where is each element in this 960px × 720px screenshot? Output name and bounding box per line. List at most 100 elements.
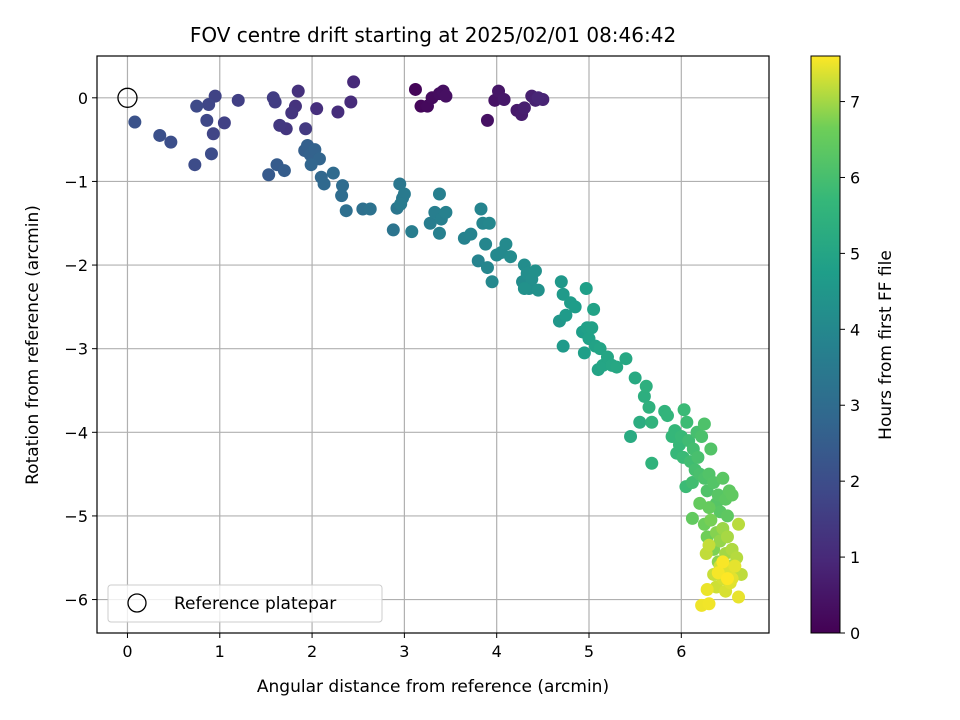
scatter-point <box>633 415 647 429</box>
y-tick-label: −6 <box>64 591 88 610</box>
scatter-point <box>585 321 599 335</box>
scatter-point <box>702 538 716 552</box>
scatter-point <box>439 205 453 219</box>
colorbar-tick-label: 7 <box>850 93 860 112</box>
y-tick-label: −1 <box>64 172 88 191</box>
scatter-point <box>716 555 730 569</box>
scatter-point <box>720 572 734 586</box>
x-tick-label: 2 <box>307 642 317 661</box>
scatter-point <box>559 308 573 322</box>
scatter-point <box>531 91 545 105</box>
scatter-point <box>347 75 361 89</box>
scatter-point <box>485 275 499 289</box>
scatter-point <box>464 227 478 241</box>
x-axis-ticks: 0 1 2 3 4 5 6 <box>122 633 686 661</box>
scatter-point <box>700 583 714 597</box>
y-tick-label: −3 <box>64 340 88 359</box>
colorbar-tick-label: 2 <box>850 472 860 491</box>
scatter-point <box>405 225 419 239</box>
scatter-point <box>587 302 601 316</box>
scatter-point <box>517 101 531 115</box>
scatter-point <box>556 287 570 301</box>
scatter-point <box>645 456 659 470</box>
scatter-point <box>188 158 202 172</box>
colorbar-label: Hours from first FF file <box>876 250 896 440</box>
scatter-point <box>393 177 407 191</box>
scatter-point <box>685 475 699 489</box>
scatter-point <box>680 415 694 429</box>
scatter-point <box>639 379 653 393</box>
scatter-point <box>439 89 453 103</box>
scatter-point <box>624 429 638 443</box>
scatter-point <box>732 590 746 604</box>
scatter-point <box>685 511 699 525</box>
scatter-point <box>200 113 214 127</box>
y-tick-label: −2 <box>64 256 88 275</box>
scatter-point <box>628 371 642 385</box>
scatter-point <box>499 237 513 251</box>
reference-platepar-marker <box>117 87 138 108</box>
scatter-point <box>732 517 746 531</box>
legend-label: Reference platepar <box>174 594 336 614</box>
x-tick-label: 4 <box>492 642 502 661</box>
scatter-point <box>128 115 142 129</box>
scatter-point <box>704 442 718 456</box>
scatter-point <box>326 166 340 180</box>
scatter-point <box>344 95 358 109</box>
scatter-point <box>386 223 400 237</box>
scatter-point <box>394 197 408 211</box>
scatter-point <box>277 164 291 178</box>
y-tick-label: −4 <box>64 423 88 442</box>
scatter-point <box>310 102 324 116</box>
colorbar-gradient <box>810 55 841 634</box>
legend-marker <box>127 593 147 613</box>
plot-frame <box>96 55 770 634</box>
colorbar: 0 1 2 3 4 5 6 7 Hours from first FF file <box>810 55 896 643</box>
scatter-point <box>231 93 245 107</box>
scatter-point <box>335 189 349 203</box>
legend-box <box>107 584 383 623</box>
scatter-point <box>504 250 518 264</box>
scatter-point <box>568 300 582 314</box>
scatter-point <box>262 168 276 182</box>
colorbar-tick-label: 1 <box>850 548 860 567</box>
colorbar-tick-label: 0 <box>850 624 860 643</box>
scatter-point <box>206 127 220 141</box>
x-tick-label: 0 <box>122 642 132 661</box>
scatter-point <box>720 509 734 523</box>
scatter-point <box>408 82 422 96</box>
scatter-point <box>164 135 178 149</box>
legend: Reference platepar <box>107 584 383 623</box>
y-tick-label: 0 <box>78 89 88 108</box>
scatter-point <box>528 264 542 278</box>
scatter-point <box>720 530 734 544</box>
scatter-point <box>266 91 280 105</box>
scatter-point <box>695 429 709 443</box>
scatter-point <box>299 122 313 136</box>
scatter-point <box>432 187 446 201</box>
chart-title: FOV centre drift starting at 2025/02/01 … <box>190 23 676 47</box>
scatter-point <box>577 346 591 360</box>
scatter-point <box>660 409 674 423</box>
x-tick-label: 6 <box>676 642 686 661</box>
scatter-point <box>702 501 716 515</box>
scatter-point <box>579 281 593 295</box>
scatter-point <box>480 113 494 127</box>
grid-lines <box>97 56 769 633</box>
scatter-point <box>202 98 216 112</box>
scatter-point <box>423 216 437 230</box>
scatter-point <box>702 597 716 611</box>
scatter-point <box>474 202 488 216</box>
scatter-point <box>610 360 624 374</box>
colorbar-tick-label: 3 <box>850 396 860 415</box>
scatter-point <box>704 513 718 527</box>
scatter-point <box>531 283 545 297</box>
scatter-point <box>497 92 511 106</box>
colorbar-tick-label: 5 <box>850 244 860 263</box>
scatter-point <box>716 471 730 485</box>
scatter-point <box>217 116 231 130</box>
scatter-point <box>619 352 633 366</box>
scatter-point <box>273 118 287 132</box>
colorbar-ticks: 0 1 2 3 4 5 6 7 <box>840 93 860 643</box>
